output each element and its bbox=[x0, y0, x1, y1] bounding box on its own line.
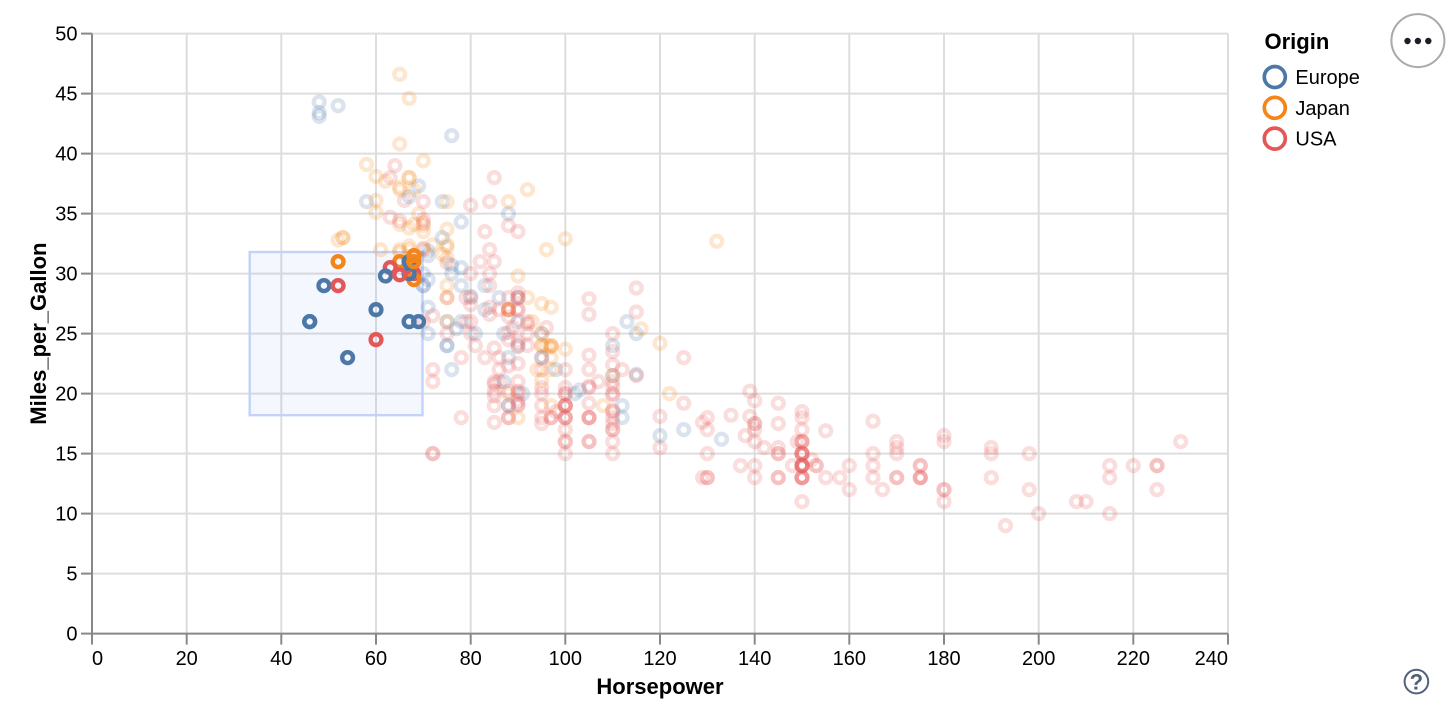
svg-text:50: 50 bbox=[55, 24, 77, 46]
svg-text:Horsepower: Horsepower bbox=[596, 674, 724, 699]
svg-text:20: 20 bbox=[176, 648, 198, 670]
svg-text:Miles_per_Gallon: Miles_per_Gallon bbox=[26, 243, 51, 425]
svg-text:25: 25 bbox=[55, 324, 77, 346]
svg-text:Origin: Origin bbox=[1265, 29, 1330, 54]
svg-text:35: 35 bbox=[55, 204, 77, 226]
svg-text:40: 40 bbox=[270, 648, 292, 670]
svg-text:Japan: Japan bbox=[1295, 98, 1350, 120]
svg-text:30: 30 bbox=[55, 264, 77, 286]
svg-text:140: 140 bbox=[738, 648, 771, 670]
svg-text:180: 180 bbox=[927, 648, 960, 670]
svg-text:220: 220 bbox=[1117, 648, 1150, 670]
svg-text:0: 0 bbox=[92, 648, 103, 670]
svg-text:15: 15 bbox=[55, 444, 77, 466]
svg-text:USA: USA bbox=[1295, 129, 1337, 151]
svg-text:5: 5 bbox=[66, 564, 77, 586]
svg-text:160: 160 bbox=[833, 648, 866, 670]
svg-text:40: 40 bbox=[55, 144, 77, 166]
svg-text:20: 20 bbox=[55, 384, 77, 406]
svg-text:Europe: Europe bbox=[1295, 67, 1360, 89]
svg-text:240: 240 bbox=[1195, 648, 1228, 670]
svg-text:80: 80 bbox=[460, 648, 482, 670]
svg-text:60: 60 bbox=[365, 648, 387, 670]
svg-text:45: 45 bbox=[55, 84, 77, 106]
svg-text:0: 0 bbox=[66, 624, 77, 646]
svg-text:?: ? bbox=[1410, 670, 1423, 695]
svg-text:100: 100 bbox=[549, 648, 582, 670]
svg-text:200: 200 bbox=[1022, 648, 1055, 670]
svg-text:120: 120 bbox=[643, 648, 676, 670]
svg-text:10: 10 bbox=[55, 504, 77, 526]
